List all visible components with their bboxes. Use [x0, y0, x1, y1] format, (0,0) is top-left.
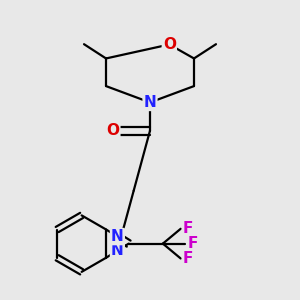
Text: O: O	[163, 37, 176, 52]
Text: F: F	[183, 221, 193, 236]
Text: F: F	[188, 236, 198, 251]
Text: F: F	[183, 251, 193, 266]
Text: N: N	[111, 229, 124, 244]
Text: N: N	[111, 243, 124, 258]
Text: O: O	[106, 123, 119, 138]
Text: N: N	[144, 95, 156, 110]
